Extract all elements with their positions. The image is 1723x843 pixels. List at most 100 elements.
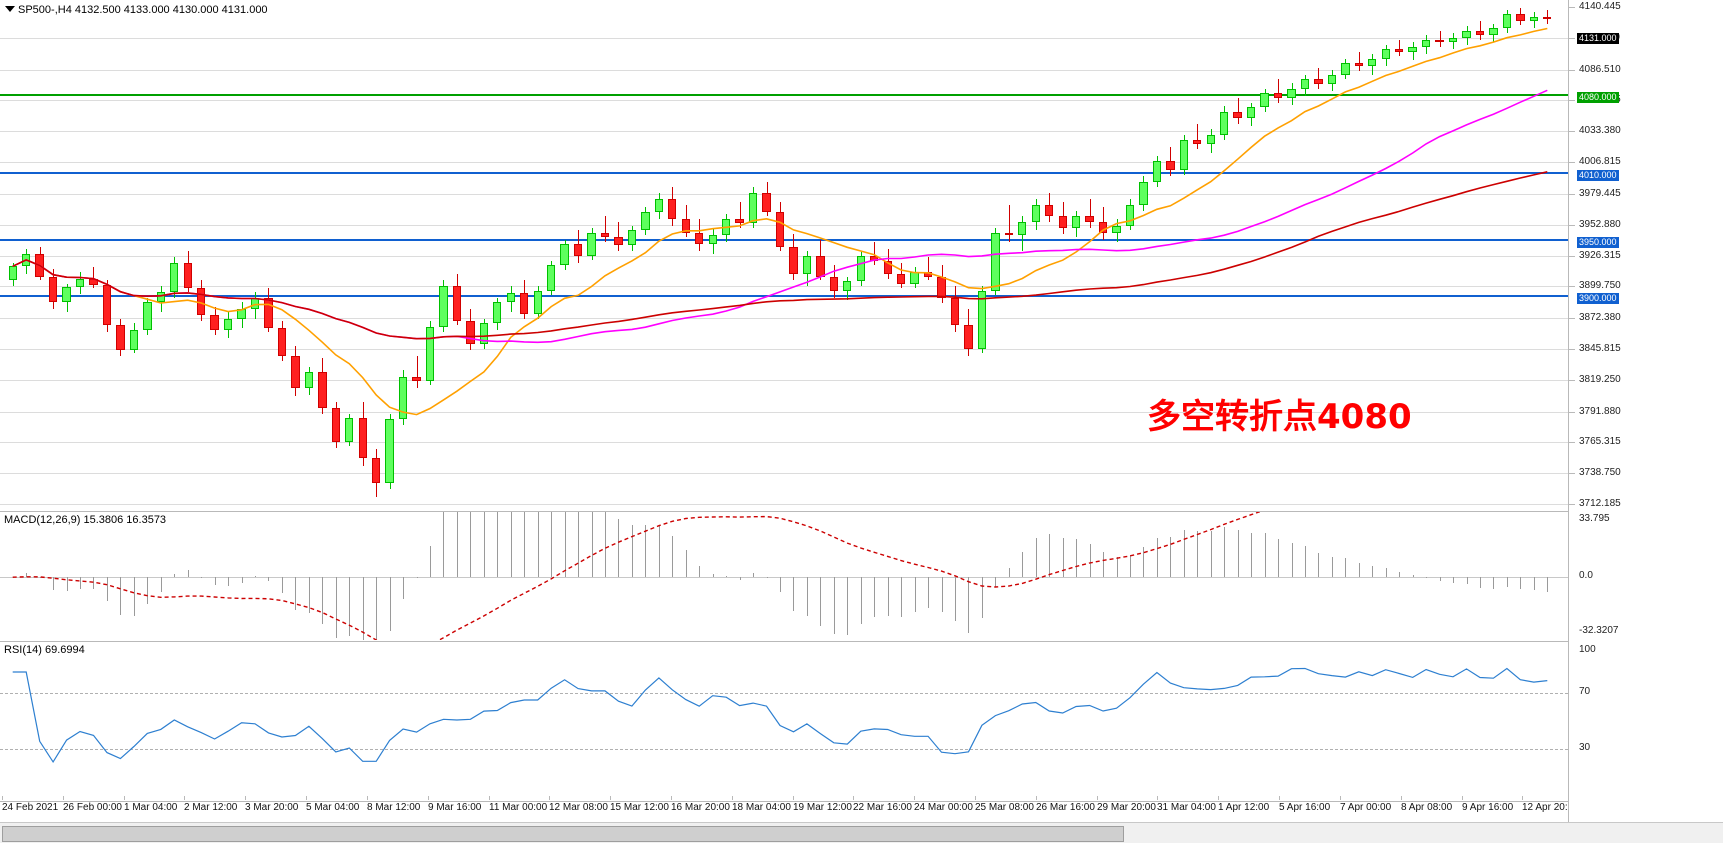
price-axis-tick [1569, 286, 1575, 288]
price-scale[interactable]: 4140.4454113.8804086.5104059.9454033.380… [1568, 0, 1723, 842]
candle-wick [928, 257, 929, 281]
x-axis-tick [2, 796, 3, 800]
scrollbar-thumb[interactable] [2, 826, 1124, 842]
x-axis-tick-label: 19 Mar 12:00 [793, 802, 852, 813]
candle-body [1098, 222, 1108, 233]
candle-wick [1278, 79, 1279, 103]
macd-histogram-bar [767, 577, 768, 579]
candle-body [708, 234, 717, 245]
candle-body [560, 244, 569, 266]
x-axis-tick-label: 26 Feb 00:00 [63, 802, 122, 813]
candle-body [345, 418, 354, 442]
price-axis-tick-label: 3791.880 [1579, 405, 1621, 417]
macd-histogram-bar [215, 577, 216, 586]
price-tag: 4080.000 [1577, 92, 1619, 103]
candle-body [318, 371, 327, 408]
candle-body [1125, 204, 1135, 226]
rsi-axis-tick-label: 70 [1579, 686, 1591, 697]
candle-body [573, 244, 583, 256]
price-axis-tick-label: 3899.750 [1579, 280, 1621, 292]
candle-body [116, 325, 125, 350]
candle-body [950, 297, 960, 326]
candle-body [1045, 204, 1054, 217]
rsi-axis-tick-label: 30 [1579, 742, 1591, 753]
macd-axis-tick-label: -32.3207 [1579, 625, 1619, 636]
candle-wick [1009, 204, 1010, 242]
price-axis-tick-label: 3926.315 [1579, 249, 1621, 261]
candle-body [358, 418, 367, 458]
x-axis-tick [549, 796, 550, 800]
macd-histogram-bar [645, 525, 646, 578]
price-gridline [0, 69, 1568, 71]
candle-body [385, 419, 394, 484]
macd-histogram-bar [349, 577, 350, 637]
price-plot-area[interactable] [0, 0, 1568, 511]
price-axis-tick-label: 3979.445 [1579, 187, 1621, 199]
horizontal-level-line[interactable] [0, 295, 1568, 297]
rsi-label: RSI(14) 69.6994 [4, 644, 85, 656]
candle-body [762, 193, 771, 212]
candle-body [1273, 93, 1283, 99]
candle-body [1421, 40, 1431, 47]
price-gridline [0, 286, 1568, 288]
x-axis-tick [63, 796, 64, 800]
x-axis-tick [184, 796, 185, 800]
candle-body [479, 323, 489, 345]
candle-body [789, 246, 798, 275]
candle-body [775, 211, 785, 247]
x-axis-tick [1157, 796, 1158, 800]
price-gridline [0, 473, 1568, 475]
macd-histogram-bar [1480, 577, 1481, 588]
macd-histogram-bar [1117, 557, 1118, 578]
candle-wick [1318, 67, 1319, 89]
macd-histogram-bar [726, 575, 727, 578]
macd-histogram-bar [1332, 556, 1333, 578]
horizontal-scrollbar[interactable] [0, 822, 1723, 843]
triangle-down-icon[interactable] [5, 6, 15, 12]
macd-histogram-bar [578, 512, 579, 578]
macd-histogram-bar [1130, 554, 1131, 578]
x-axis-tick [853, 796, 854, 800]
horizontal-level-line[interactable] [0, 94, 1568, 96]
candle-body [1529, 16, 1538, 22]
candle-wick [1440, 30, 1441, 47]
price-axis-tick-label: 4140.445 [1579, 1, 1621, 12]
macd-histogram-bar [820, 577, 821, 626]
x-axis-tick-label: 2 Mar 12:00 [184, 802, 238, 813]
macd-histogram-bar [618, 519, 619, 578]
macd-histogram-bar [605, 512, 606, 578]
horizontal-level-line[interactable] [0, 172, 1568, 174]
macd-histogram-bar [807, 577, 808, 617]
candle-body [883, 260, 892, 275]
candle-body [1233, 111, 1242, 118]
macd-histogram-bar [470, 512, 471, 578]
x-axis-tick [1279, 796, 1280, 800]
macd-histogram-bar [1184, 530, 1185, 578]
macd-histogram-bar [67, 577, 68, 592]
x-axis-tick-label: 25 Mar 08:00 [975, 802, 1034, 813]
candle-body [304, 371, 314, 389]
price-tag: 4010.000 [1577, 170, 1619, 181]
macd-histogram-bar [901, 577, 902, 617]
macd-histogram-bar [847, 577, 848, 635]
candle-wick [618, 222, 619, 252]
candle-body [991, 232, 1000, 291]
price-axis-tick [1569, 504, 1575, 505]
rsi-plot-area[interactable] [0, 642, 1568, 800]
macd-histogram-bar [1049, 534, 1050, 578]
x-axis-tick-label: 1 Apr 12:00 [1218, 802, 1270, 813]
x-axis-tick [732, 796, 733, 800]
candle-body [223, 318, 233, 331]
price-pane [0, 0, 1568, 512]
rsi-level-line [0, 749, 1568, 751]
macd-plot-area[interactable] [0, 512, 1568, 640]
candle-body [331, 407, 340, 442]
macd-axis-tick-label: 0.0 [1579, 570, 1593, 582]
candle-body [600, 232, 610, 238]
candle-body [102, 284, 112, 326]
macd-histogram-bar [1386, 567, 1387, 578]
macd-histogram-bar [1009, 567, 1010, 578]
candle-wick [605, 216, 606, 242]
macd-histogram-bar [1547, 577, 1548, 592]
